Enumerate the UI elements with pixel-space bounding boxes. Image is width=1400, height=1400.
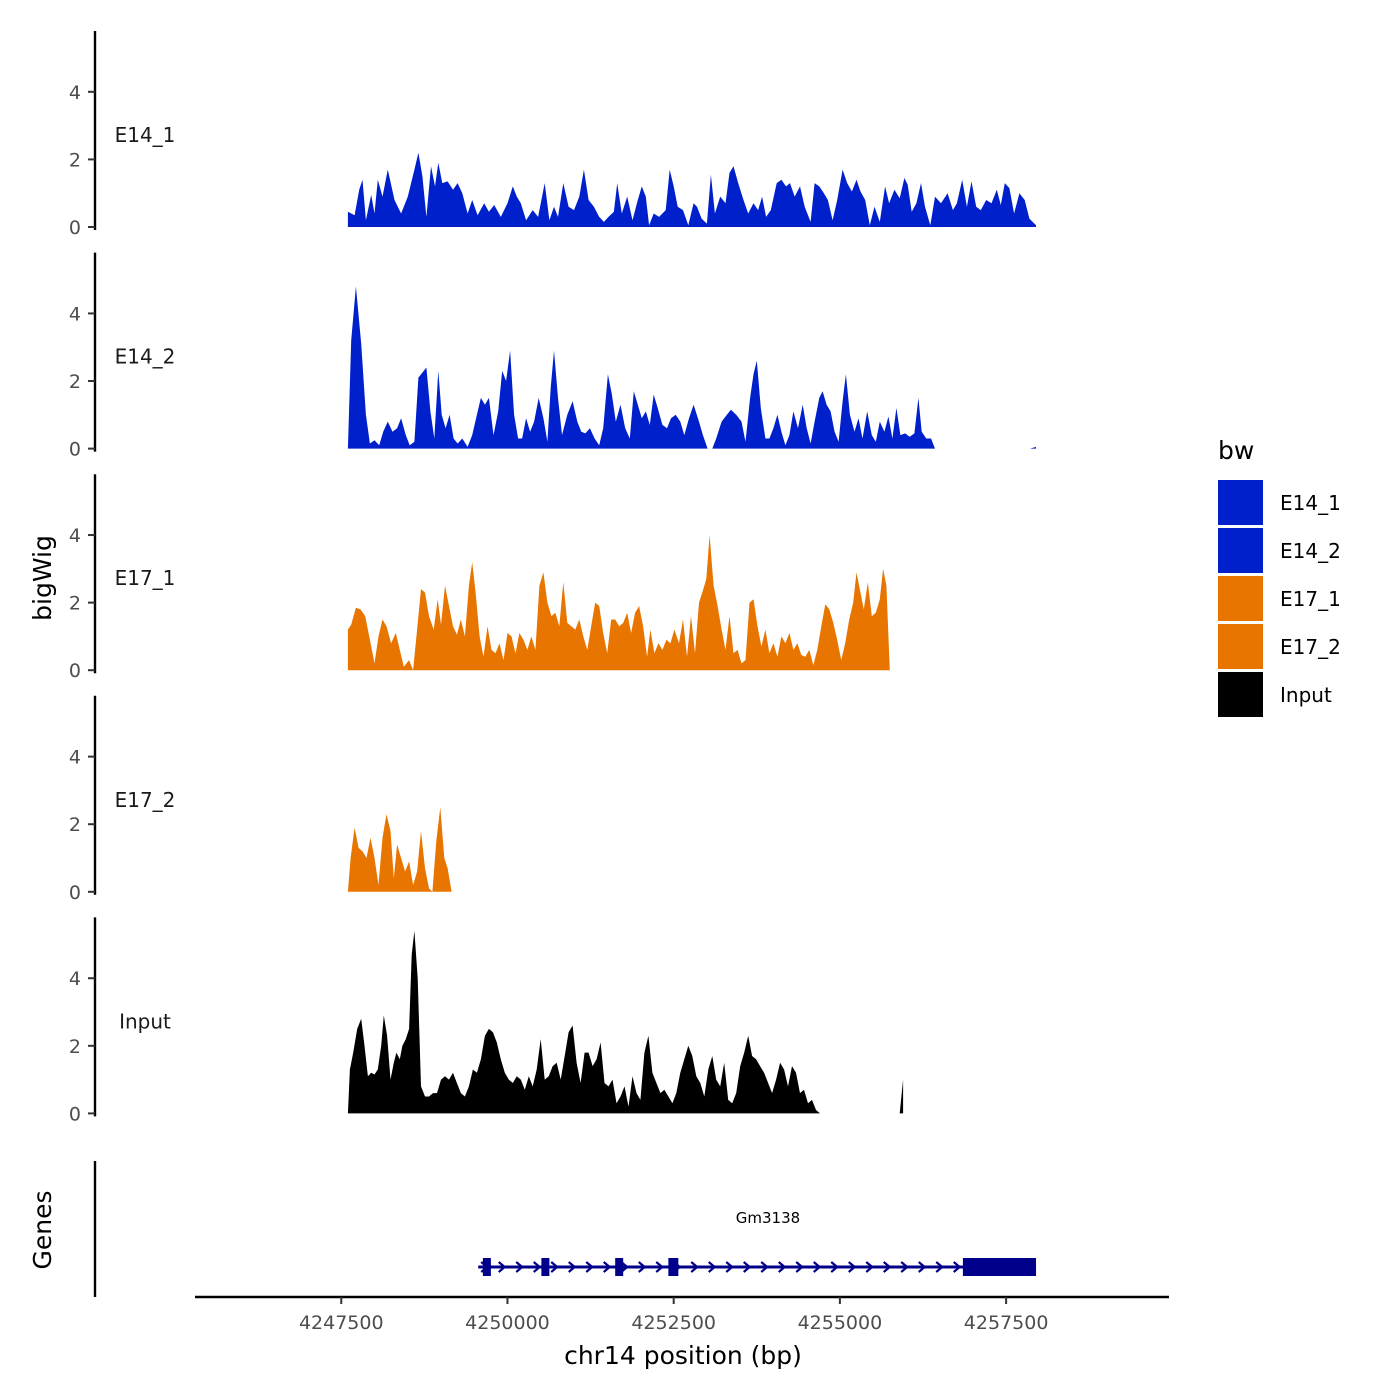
legend-swatch <box>1218 624 1263 669</box>
legend-swatch <box>1218 672 1263 717</box>
strand-arrow <box>760 1261 769 1273</box>
gene-panel: Gm3138 <box>93 1161 1037 1297</box>
signal-area-e17-1 <box>347 535 904 671</box>
strand-arrow <box>708 1261 717 1273</box>
track-label: E14_1 <box>115 123 176 147</box>
y-tick-label: 0 <box>69 1103 81 1125</box>
gene-exon <box>962 1258 1037 1276</box>
y-tick-label: 0 <box>69 439 81 461</box>
strand-arrow <box>918 1261 927 1273</box>
legend: bw E14_1 E14_2 E17_1 E17_2 Input <box>1218 436 1341 717</box>
y-tick-label: 4 <box>69 747 81 769</box>
legend-label: E14_1 <box>1280 491 1341 515</box>
legend-swatch <box>1218 576 1263 621</box>
legend-label: E17_1 <box>1280 587 1341 611</box>
strand-arrow <box>865 1261 874 1273</box>
signal-area-e14-2 <box>347 286 1036 449</box>
legend-swatch <box>1218 480 1263 525</box>
track-e17-1: 0 2 4 E17_1 <box>69 474 904 682</box>
strand-arrow <box>795 1261 804 1273</box>
y-tick-label: 4 <box>69 525 81 547</box>
x-axis: 4247500 4250000 4252500 4255000 4257500 <box>195 1295 1169 1334</box>
y-tick-label: 4 <box>69 303 81 325</box>
y-tick-label: 4 <box>69 82 81 104</box>
signal-area-input <box>347 930 904 1114</box>
gene-exon <box>615 1258 624 1276</box>
strand-arrow <box>883 1261 892 1273</box>
strand-arrow <box>830 1261 839 1273</box>
track-input: 0 2 4 Input <box>69 917 904 1125</box>
gene-exon <box>482 1258 491 1276</box>
strand-arrow <box>603 1261 612 1273</box>
strand-arrow <box>813 1261 822 1273</box>
track-label: Input <box>119 1009 171 1033</box>
y-axis-title: bigWig <box>28 535 57 621</box>
strand-arrow <box>848 1261 857 1273</box>
strand-arrow <box>620 1261 629 1273</box>
track-e14-1: 0 2 4 E14_1 <box>69 31 1036 239</box>
strand-arrow <box>900 1261 909 1273</box>
strand-arrow <box>953 1261 962 1273</box>
track-label: E17_2 <box>115 788 176 812</box>
strand-arrow <box>655 1261 664 1273</box>
strand-arrow <box>690 1261 699 1273</box>
x-tick-label: 4247500 <box>299 1312 384 1334</box>
y-tick-label: 0 <box>69 660 81 682</box>
strand-arrow <box>638 1261 647 1273</box>
strand-arrow <box>498 1261 507 1273</box>
gene-exon <box>541 1258 550 1276</box>
strand-arrow <box>515 1261 524 1273</box>
gene-panel-title: Genes <box>28 1190 57 1269</box>
strand-arrow <box>743 1261 752 1273</box>
gene-name: Gm3138 <box>736 1209 800 1227</box>
y-tick-label: 0 <box>69 882 81 904</box>
y-tick-label: 2 <box>69 814 81 836</box>
y-tick-label: 2 <box>69 593 81 615</box>
x-tick-label: 4252500 <box>631 1312 716 1334</box>
y-tick-label: 2 <box>69 371 81 393</box>
legend-label: E14_2 <box>1280 539 1341 563</box>
signal-area-e17-2 <box>347 807 904 892</box>
x-axis-title: chr14 position (bp) <box>564 1341 802 1370</box>
legend-swatch <box>1218 528 1263 573</box>
x-tick-label: 4257500 <box>964 1312 1049 1334</box>
track-e14-2: 0 2 4 E14_2 <box>69 252 1036 461</box>
legend-title: bw <box>1218 436 1254 465</box>
strand-arrow <box>778 1261 787 1273</box>
x-tick-label: 4250000 <box>465 1312 550 1334</box>
legend-label: E17_2 <box>1280 635 1341 659</box>
bigwig-tracks: 0 2 4 E14_1 0 2 4 E14_2 0 2 4 E17_1 0 2 4 E17_2 0 2 4 Input <box>69 31 1036 1125</box>
y-tick-label: 0 <box>69 217 81 239</box>
strand-arrow <box>568 1261 577 1273</box>
track-e17-2: 0 2 4 E17_2 <box>69 695 904 904</box>
strand-arrow <box>585 1261 594 1273</box>
gene-exon <box>668 1258 679 1276</box>
track-label: E17_1 <box>115 566 176 590</box>
strand-arrow <box>550 1261 559 1273</box>
y-tick-label: 4 <box>69 968 81 990</box>
strand-arrow <box>935 1261 944 1273</box>
y-tick-label: 2 <box>69 1036 81 1058</box>
y-tick-label: 2 <box>69 149 81 171</box>
signal-area-e14-1 <box>347 152 1036 227</box>
strand-arrow <box>533 1261 542 1273</box>
legend-label: Input <box>1280 683 1332 707</box>
x-tick-label: 4255000 <box>798 1312 883 1334</box>
track-label: E14_2 <box>115 345 176 369</box>
strand-arrow <box>725 1261 734 1273</box>
